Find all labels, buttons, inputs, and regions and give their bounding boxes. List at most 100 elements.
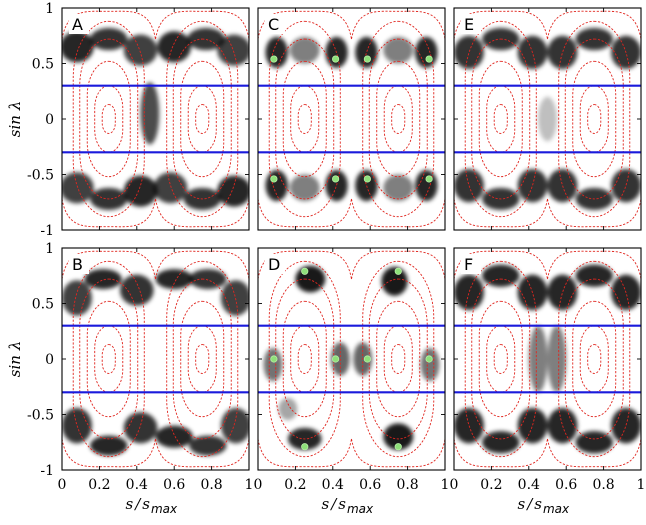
contour-loop [572,300,617,418]
contour-loop [478,300,523,418]
density-blob [157,31,192,63]
contour-separatrix [155,10,249,40]
contour-loop [297,104,312,134]
panel-label-box [461,254,481,274]
fixed-point-marker [363,175,371,183]
density-blob [189,269,227,290]
density-blob [295,265,326,293]
fixed-point-marker [332,175,340,183]
fixed-point-marker [332,355,340,363]
y-tick-label: -0.5 [27,168,54,184]
contour-separatrix [454,10,548,40]
y-tick-label: 1 [45,241,54,257]
contour-separatrix [258,198,352,228]
contour-separatrix [351,10,445,40]
panel-label: B [72,255,83,274]
density-blob [611,407,641,444]
density-blob [420,347,440,382]
y-axis-label: sin λ [6,341,24,377]
tick-marks [257,247,446,471]
density-blob [220,280,249,316]
panel-plot-area [258,250,445,468]
x-tick-label: 0 [254,477,263,493]
tick-marks [453,7,642,231]
x-axis-label-den: s [338,495,346,513]
x-axis-label-sub: max [347,502,374,516]
contour-loop [368,278,428,440]
x-tick-label: 0.8 [592,477,614,493]
x-axis-label: s / smax [126,495,179,516]
x-axis-label-var: s [126,495,134,513]
density-blob [62,280,92,316]
density-blob [454,35,484,70]
contour-separatrix [155,250,249,280]
contour-loop [72,20,145,218]
density-blob [517,168,548,203]
density-blob [381,266,408,296]
x-tick-label: 0.8 [200,477,222,493]
density-blob [383,423,414,451]
x-tick-label: 1 [441,477,450,493]
density-blob [528,325,548,393]
contour-loop [172,38,232,200]
contour-loop [166,260,239,458]
panel-plot-area [454,10,641,228]
density-blob [547,325,567,393]
contours [258,250,445,468]
tick-marks [61,247,250,471]
contour-loop [282,300,327,418]
contour-separatrix [547,438,641,468]
x-tick-label: 0.2 [284,477,306,493]
panel-label: D [268,255,280,274]
x-tick-label: 0.4 [518,477,540,493]
panel-background [258,248,445,470]
x-tick-label: 0.4 [322,477,344,493]
x-axis-label: s / smax [322,495,375,516]
tick-marks [257,7,446,231]
density-blob [62,407,92,444]
contour-separatrix [351,438,445,468]
contour-separatrix [454,438,548,468]
contour-separatrix [62,198,156,228]
contour-loop [180,300,225,418]
contour-loop [195,104,210,134]
y-tick-label: 0 [45,352,54,368]
x-tick-label: 0 [58,477,67,493]
density-blob [289,36,320,64]
contour-separatrix [547,10,641,40]
contours [62,250,249,468]
contour-loop [558,260,631,458]
panel-B: B [61,247,250,471]
panel-label: C [268,15,279,34]
contour-loop [86,300,131,418]
density-blob [517,407,548,444]
contour-loop [72,260,145,458]
density-blob [90,435,128,456]
y-tick-label: 1 [45,1,54,17]
contour-loop [101,104,116,134]
density-blob [140,82,160,145]
fixed-point-marker [332,55,340,63]
contour-separatrix [454,250,548,280]
density-blob [84,269,122,290]
density-blob [265,36,288,68]
fixed-point-marker [301,267,309,275]
density-blob [263,347,283,382]
contour-loop [79,38,139,200]
density-blob [289,174,320,202]
panel-plot-area [62,10,249,228]
x-axis-label-den: s [534,495,542,513]
contour-loop [564,278,624,440]
panel-F: F [453,247,642,471]
panels-group: A B C D E F [61,7,642,471]
contour-loop [195,344,210,374]
contour-loop [478,60,523,178]
contour-loop [101,344,116,374]
x-axis-label-slash: / [329,495,338,513]
fixed-point-marker [425,355,433,363]
x-tick-label: 0 [450,477,459,493]
density-blob [355,36,378,68]
density-blob [123,175,158,207]
contour-loop [471,38,531,200]
